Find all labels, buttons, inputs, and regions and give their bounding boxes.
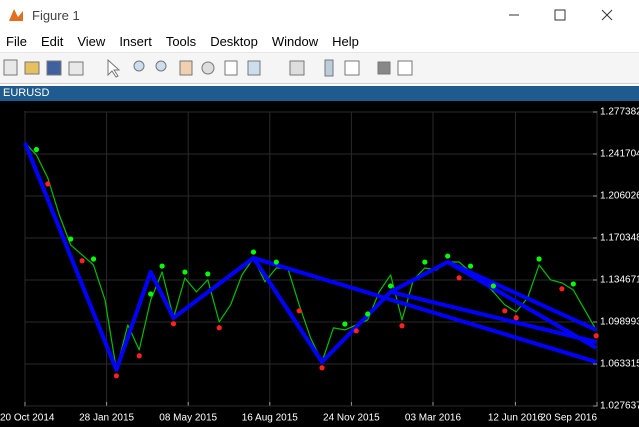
pivot-dot [250,249,257,255]
y-tick-label: 1.098993 [600,317,639,328]
pivot-dot [593,333,599,339]
pivot-dot [182,269,188,275]
pivot-dot [399,323,405,329]
pivot-dot [113,373,119,379]
panel-header: EURUSD [0,86,639,101]
pivot-dot [502,308,508,314]
x-tick-label: 16 Aug 2015 [242,413,299,424]
app-icon [9,9,23,21]
y-tick-label: 1.134671 [600,275,639,286]
pivot-dot [513,315,519,321]
panel-title: EURUSD [3,87,50,99]
toolbar-icons[interactable] [0,53,639,83]
pivot-dot [79,258,85,264]
window-controls[interactable] [489,0,639,30]
menu-item[interactable]: Help [332,33,359,49]
x-tick-label: 20 Sep 2016 [540,413,597,424]
pivot-dot [170,321,177,327]
x-tick-label: 28 Jan 2015 [79,413,134,424]
pivot-dot [387,283,394,289]
menu-item[interactable]: File [6,33,27,49]
x-tick-label: 03 Mar 2016 [405,413,462,424]
y-tick-label: 1.241704 [600,149,639,160]
pivot-dot [319,365,325,371]
pivot-dot [570,281,576,287]
menu-item[interactable]: Tools [165,33,197,49]
pivot-dot [456,275,462,281]
pivot-dot [445,253,451,259]
pivot-dot [353,328,359,334]
title-bar: Figure 1 [0,0,639,30]
menu-item[interactable]: Desktop [210,33,258,49]
menu-item[interactable]: Window [271,33,319,49]
y-tick-label: 1.170348 [600,233,639,244]
y-tick-label: 1.027637 [600,401,639,412]
pivot-dot [559,286,565,292]
toolbar [0,52,639,84]
x-tick-label: 08 May 2015 [159,413,217,424]
pivot-dot [216,325,222,331]
window-title: Figure 1 [32,7,80,23]
pivot-dot [159,263,165,269]
menu-item[interactable]: View [77,33,106,49]
pivot-dot [33,146,40,153]
y-tick-label: 1.277382 [600,107,639,118]
pivot-dot [205,271,211,277]
menu-bar: File Edit View Insert Tools Desktop Window Help [0,30,639,52]
pivot-dot [136,353,142,359]
pivot-dot [273,259,279,265]
menu-item[interactable]: Insert [119,33,152,49]
y-tick-label: 1.063315 [600,359,639,370]
pivot-dot [467,263,474,269]
y-tick-label: 1.206026 [600,191,639,202]
pivot-dot [365,311,371,317]
menu-item[interactable]: Edit [40,33,64,49]
pivot-dot [536,256,542,262]
price-line [23,142,598,372]
pivot-dot [490,283,496,289]
pivot-dot [296,308,302,314]
pivot-dot [68,236,74,242]
plot-background [0,101,639,427]
pivot-dot [45,181,51,187]
pivot-dot [148,291,154,297]
x-tick-label: 24 Nov 2015 [323,413,380,424]
x-tick-label: 20 Oct 2014 [0,413,55,424]
pivot-dot [342,321,348,327]
x-tick-label: 12 Jun 2016 [488,413,543,424]
pivot-dot [422,259,428,265]
pivot-dot [90,256,97,262]
chart: 20 Oct 2014 28 Jan 2015 08 May 2015 16 Aug … [0,101,639,427]
